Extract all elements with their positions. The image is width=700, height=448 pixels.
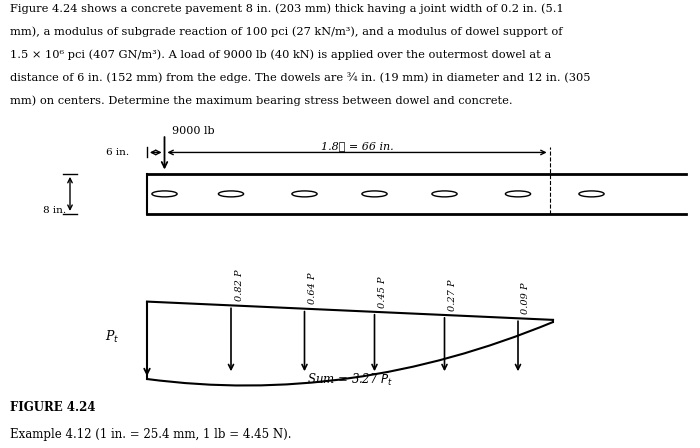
- Text: Sum = 3.27 $P_t$: Sum = 3.27 $P_t$: [307, 371, 393, 388]
- Text: Example 4.12 (1 in. = 25.4 mm, 1 lb = 4.45 N).: Example 4.12 (1 in. = 25.4 mm, 1 lb = 4.…: [10, 427, 292, 441]
- Text: 1.5 × 10⁶ pci (407 GN/m³). A load of 9000 lb (40 kN) is applied over the outermo: 1.5 × 10⁶ pci (407 GN/m³). A load of 900…: [10, 50, 552, 60]
- Text: FIGURE 4.24: FIGURE 4.24: [10, 401, 96, 414]
- Text: 0.09 P: 0.09 P: [522, 283, 531, 314]
- Text: mm) on centers. Determine the maximum bearing stress between dowel and concrete.: mm) on centers. Determine the maximum be…: [10, 95, 513, 106]
- Text: 1.8ℓ = 66 in.: 1.8ℓ = 66 in.: [321, 141, 393, 151]
- Text: mm), a modulus of subgrade reaction of 100 pci (27 kN/m³), and a modulus of dowe: mm), a modulus of subgrade reaction of 1…: [10, 26, 563, 37]
- Text: 0.45 P: 0.45 P: [378, 276, 387, 307]
- Text: 0.64 P: 0.64 P: [308, 273, 317, 304]
- Text: 8 in.: 8 in.: [43, 206, 66, 215]
- Text: 9000 lb: 9000 lb: [172, 126, 214, 136]
- Text: 0.27 P: 0.27 P: [448, 279, 457, 310]
- Text: 0.82 P: 0.82 P: [234, 270, 244, 301]
- Text: P$_t$: P$_t$: [104, 329, 119, 345]
- Text: 6 in.: 6 in.: [106, 148, 130, 157]
- Text: Figure 4.24 shows a concrete pavement 8 in. (203 mm) thick having a joint width : Figure 4.24 shows a concrete pavement 8 …: [10, 4, 564, 14]
- Text: distance of 6 in. (152 mm) from the edge. The dowels are ¾ in. (19 mm) in diamet: distance of 6 in. (152 mm) from the edge…: [10, 73, 591, 83]
